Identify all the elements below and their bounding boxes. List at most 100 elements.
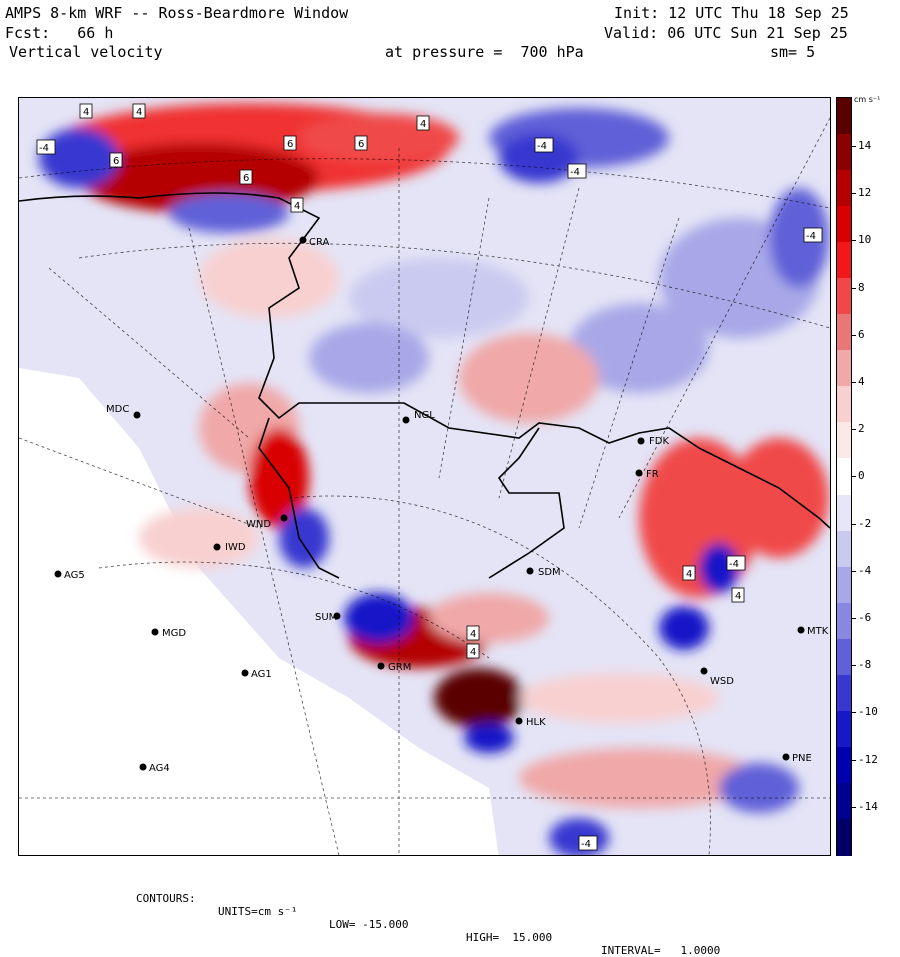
- contour-label: 6: [109, 152, 123, 168]
- contour-label: 6: [354, 135, 368, 151]
- contour-label: 4: [290, 197, 304, 213]
- colorbar-segment: [837, 818, 851, 856]
- svg-text:NGL: NGL: [414, 410, 435, 421]
- svg-text:6: 6: [243, 173, 249, 184]
- colorbar-segment: [837, 530, 851, 568]
- svg-text:-4: -4: [39, 143, 49, 154]
- map-canvas: CRA MDC NGL FDK FR WND IWD AG5 SDM SUM M…: [19, 98, 830, 855]
- colorbar-segment: [837, 638, 851, 676]
- contour-label: -4: [803, 227, 823, 243]
- svg-text:MDC: MDC: [106, 404, 129, 415]
- colorbar-tick-mark: [851, 382, 856, 383]
- svg-text:-4: -4: [581, 839, 591, 850]
- colorbar-tick-label: 2: [858, 422, 865, 436]
- colorbar-tick-label: -2: [858, 516, 872, 530]
- colorbar-tick-label: 8: [858, 280, 865, 294]
- contour-label: 4: [466, 643, 480, 659]
- contour-label: -4: [36, 139, 56, 155]
- svg-text:PNE: PNE: [792, 753, 812, 764]
- station-SDM[interactable]: SDM: [526, 567, 561, 578]
- contour-label: 4: [731, 587, 745, 603]
- contour-label: 4: [466, 625, 480, 641]
- footer-high: HIGH= 15.000: [466, 931, 553, 944]
- svg-text:HLK: HLK: [526, 717, 546, 728]
- plot-title: AMPS 8-km WRF -- Ross-Beardmore Window: [5, 4, 349, 22]
- svg-text:6: 6: [287, 139, 293, 150]
- colorbar-tick-mark: [851, 476, 856, 478]
- colorbar-tick-mark: [851, 618, 856, 619]
- footer-low: LOW= -15.000: [329, 918, 409, 931]
- colorbar-segment: [837, 350, 851, 388]
- colorbar-segment: [837, 494, 851, 532]
- station-HLK[interactable]: HLK: [515, 717, 547, 728]
- contour-label: 4: [416, 115, 430, 131]
- stations: CRA MDC NGL FDK FR WND IWD AG5 SDM SUM M…: [54, 236, 829, 774]
- station-MGD[interactable]: MGD: [151, 628, 187, 639]
- colorbar-tick-label: -12: [858, 752, 878, 766]
- svg-text:FR: FR: [646, 469, 659, 480]
- svg-text:-4: -4: [729, 559, 739, 570]
- colorbar-segment: [837, 98, 851, 135]
- svg-text:6: 6: [358, 139, 364, 150]
- colorbar-tick-label: 6: [858, 327, 865, 341]
- colorbar-segment: [837, 566, 851, 604]
- station-FR[interactable]: FR: [635, 469, 659, 480]
- station-FDK[interactable]: FDK: [637, 436, 670, 447]
- colorbar-units: cm s⁻¹: [854, 95, 881, 104]
- station-WSD[interactable]: WSD: [700, 667, 735, 688]
- station-WND[interactable]: WND: [246, 514, 288, 531]
- valid-time: Valid: 06 UTC Sun 21 Sep 25: [604, 24, 848, 42]
- colorbar-tick-mark: [851, 570, 856, 572]
- station-AG1[interactable]: AG1: [241, 669, 272, 680]
- svg-text:SDM: SDM: [538, 567, 561, 578]
- colorbar-tick-mark: [851, 334, 856, 336]
- colorbar-segment: [837, 386, 851, 424]
- colorbar-segment: [837, 278, 851, 316]
- field-name: Vertical velocity: [9, 43, 163, 61]
- station-AG4[interactable]: AG4: [139, 763, 170, 774]
- colorbar-segment: [837, 314, 851, 352]
- colorbar-segment: [837, 170, 851, 208]
- svg-text:4: 4: [83, 107, 89, 118]
- contour-label: -4: [726, 555, 746, 571]
- colorbar-tick-label: 0: [858, 469, 865, 483]
- station-MDC[interactable]: MDC: [106, 404, 141, 419]
- colorbar-tick-mark: [851, 806, 856, 808]
- svg-text:-4: -4: [806, 231, 816, 242]
- station-AG5[interactable]: AG5: [54, 570, 85, 581]
- station-GRM[interactable]: GRM: [377, 662, 412, 673]
- contour-label: 4: [132, 103, 146, 119]
- svg-text:4: 4: [294, 201, 300, 212]
- station-SUM[interactable]: SUM: [315, 612, 341, 623]
- colorbar-segment: [837, 674, 851, 712]
- station-NGL[interactable]: NGL: [402, 410, 436, 424]
- map-panel[interactable]: CRA MDC NGL FDK FR WND IWD AG5 SDM SUM M…: [18, 97, 831, 856]
- svg-text:AG1: AG1: [251, 669, 272, 680]
- colorbar-segment: [837, 422, 851, 460]
- contour-label: -4: [578, 835, 598, 851]
- colorbar-segment: [837, 782, 851, 820]
- colorbar-tick-label: -4: [858, 563, 872, 577]
- station-IWD[interactable]: IWD: [213, 542, 246, 553]
- coastline: [19, 192, 830, 579]
- footer-contours: CONTOURS:: [136, 892, 196, 905]
- colorbar-tick-label: 14: [858, 139, 872, 152]
- station-CRA[interactable]: CRA: [299, 236, 330, 249]
- contour-label: -4: [534, 137, 554, 153]
- graticule: [19, 117, 830, 855]
- footer: CONTOURS: UNITS=cm s⁻¹ LOW= -15.000 HIGH…: [0, 879, 900, 957]
- svg-text:4: 4: [136, 107, 142, 118]
- init-time: Init: 12 UTC Thu 18 Sep 25: [614, 4, 849, 22]
- contour-labels: 4 4 -4 4 6 6 6 6 -4 -4 4 -4 4 4 -4 4 4 -…: [36, 103, 823, 851]
- svg-text:GRM: GRM: [388, 662, 411, 673]
- station-PNE[interactable]: PNE: [782, 753, 812, 764]
- station-MTK[interactable]: MTK: [797, 626, 829, 637]
- plateau-region: [19, 368, 499, 855]
- svg-text:4: 4: [686, 569, 692, 580]
- contour-label: 6: [283, 135, 297, 151]
- colorbar-tick-mark: [851, 240, 856, 242]
- colorbar-tick-mark: [851, 146, 856, 147]
- colorbar-tick-mark: [851, 712, 856, 714]
- colorbar-tick-label: -8: [858, 658, 872, 672]
- contour-label: 6: [239, 169, 253, 185]
